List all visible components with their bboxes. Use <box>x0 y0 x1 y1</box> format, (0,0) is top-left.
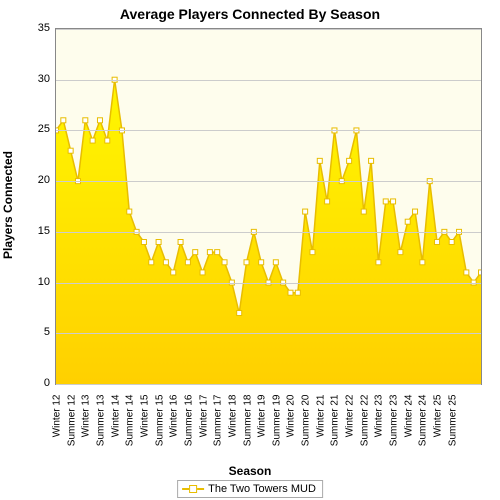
chart-container: Average Players Connected By Season Play… <box>0 0 500 500</box>
data-marker <box>127 209 132 214</box>
data-marker <box>310 250 315 255</box>
data-marker <box>200 270 205 275</box>
x-tick-label: Summer 14 <box>125 395 136 465</box>
plot-area <box>55 28 482 385</box>
x-tick-label: Summer 13 <box>95 395 106 465</box>
data-marker <box>317 158 322 163</box>
legend: The Two Towers MUD <box>177 480 323 498</box>
data-marker <box>244 260 249 265</box>
x-tick-label: Summer 23 <box>389 395 400 465</box>
x-tick-label: Winter 19 <box>257 395 268 465</box>
gridline <box>56 283 481 284</box>
x-tick-label: Winter 25 <box>433 395 444 465</box>
x-tick-label: Winter 15 <box>139 395 150 465</box>
data-marker <box>405 219 410 224</box>
y-tick-label: 35 <box>28 22 50 34</box>
x-tick-label: Winter 20 <box>286 395 297 465</box>
y-tick-label: 10 <box>28 276 50 288</box>
area-series <box>56 29 481 384</box>
data-marker <box>449 240 454 245</box>
data-marker <box>178 240 183 245</box>
data-marker <box>259 260 264 265</box>
data-marker <box>185 260 190 265</box>
data-marker <box>237 311 242 316</box>
data-marker <box>361 209 366 214</box>
legend-marker-icon <box>189 485 197 493</box>
x-tick-label: Winter 24 <box>403 395 414 465</box>
gridline <box>56 181 481 182</box>
x-axis-label: Season <box>0 464 500 478</box>
x-tick-label: Summer 20 <box>301 395 312 465</box>
data-marker <box>325 199 330 204</box>
data-marker <box>413 209 418 214</box>
data-marker <box>149 260 154 265</box>
data-marker <box>193 250 198 255</box>
data-marker <box>369 158 374 163</box>
data-marker <box>61 118 66 123</box>
data-marker <box>295 290 300 295</box>
x-tick-label: Winter 12 <box>52 395 63 465</box>
data-marker <box>207 250 212 255</box>
x-tick-label: Summer 16 <box>183 395 194 465</box>
data-marker <box>420 260 425 265</box>
data-marker <box>97 118 102 123</box>
gridline <box>56 130 481 131</box>
data-marker <box>83 118 88 123</box>
gridline <box>56 232 481 233</box>
data-marker <box>215 250 220 255</box>
x-tick-label: Summer 24 <box>418 395 429 465</box>
data-marker <box>288 290 293 295</box>
data-marker <box>347 158 352 163</box>
data-marker <box>163 260 168 265</box>
data-marker <box>383 199 388 204</box>
x-tick-label: Winter 21 <box>315 395 326 465</box>
data-marker <box>391 199 396 204</box>
x-tick-label: Winter 17 <box>198 395 209 465</box>
y-tick-label: 5 <box>28 326 50 338</box>
chart-title: Average Players Connected By Season <box>0 6 500 22</box>
y-tick-label: 30 <box>28 73 50 85</box>
x-tick-label: Summer 12 <box>66 395 77 465</box>
data-marker <box>464 270 469 275</box>
data-marker <box>156 240 161 245</box>
y-tick-label: 0 <box>28 377 50 389</box>
data-marker <box>479 270 482 275</box>
x-tick-label: Summer 21 <box>330 395 341 465</box>
data-marker <box>141 240 146 245</box>
x-tick-label: Summer 17 <box>213 395 224 465</box>
y-axis-label: Players Connected <box>1 151 15 259</box>
gridline <box>56 80 481 81</box>
data-marker <box>303 209 308 214</box>
x-tick-label: Winter 14 <box>110 395 121 465</box>
y-tick-label: 25 <box>28 123 50 135</box>
gridline <box>56 29 481 30</box>
x-tick-label: Winter 16 <box>169 395 180 465</box>
gridline <box>56 384 481 385</box>
legend-swatch <box>182 485 204 493</box>
legend-label: The Two Towers MUD <box>208 483 316 495</box>
data-marker <box>171 270 176 275</box>
x-tick-label: Summer 22 <box>359 395 370 465</box>
x-tick-label: Summer 15 <box>154 395 165 465</box>
data-marker <box>222 260 227 265</box>
x-tick-label: Winter 18 <box>227 395 238 465</box>
data-marker <box>273 260 278 265</box>
x-tick-label: Summer 19 <box>271 395 282 465</box>
x-tick-label: Winter 23 <box>374 395 385 465</box>
y-tick-label: 20 <box>28 174 50 186</box>
x-tick-label: Winter 22 <box>345 395 356 465</box>
data-marker <box>90 138 95 143</box>
x-tick-label: Summer 18 <box>242 395 253 465</box>
y-tick-label: 15 <box>28 225 50 237</box>
data-marker <box>68 148 73 153</box>
data-marker <box>435 240 440 245</box>
gridline <box>56 333 481 334</box>
data-marker <box>105 138 110 143</box>
x-tick-label: Summer 25 <box>447 395 458 465</box>
data-marker <box>376 260 381 265</box>
data-marker <box>398 250 403 255</box>
x-tick-label: Winter 13 <box>81 395 92 465</box>
